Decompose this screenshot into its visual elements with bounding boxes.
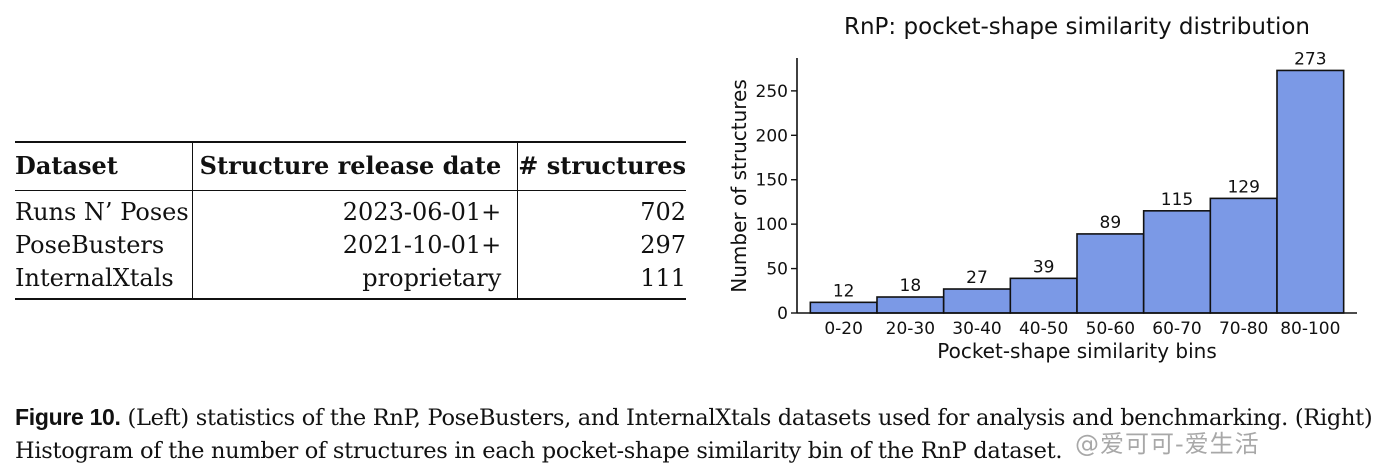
bar <box>876 296 945 314</box>
cell-structures: 702 <box>517 191 686 228</box>
cell-release-date: proprietary <box>192 261 518 299</box>
axes-layer: 0-20 20-30 30-40 40-50 50-60 60-70 70-80 80-100… <box>756 58 1357 339</box>
y-tick-label: 200 <box>756 126 788 146</box>
bar-value-label: 115 <box>1161 190 1193 210</box>
bar-value-label: 129 <box>1227 177 1259 197</box>
header-release-date: Structure release date <box>192 143 518 191</box>
table-header-row: Dataset Structure release date # structu… <box>15 143 686 191</box>
cell-release-date: 2023-06-01+ <box>192 191 518 228</box>
y-tick-label: 100 <box>756 215 788 235</box>
bar-value-label: 89 <box>1100 213 1122 233</box>
x-axis-label: Pocket-shape similarity bins <box>937 339 1217 363</box>
bar-value-label: 273 <box>1294 49 1326 69</box>
x-tick-label: 60-70 <box>1152 319 1201 339</box>
bar <box>1142 210 1212 314</box>
x-tick-label: 40-50 <box>1019 319 1068 339</box>
cell-release-date: 2021-10-01+ <box>192 228 518 261</box>
x-tick-label: 50-60 <box>1086 319 1135 339</box>
bar-value-label: 18 <box>900 276 922 296</box>
y-tick-label: 0 <box>777 304 788 324</box>
y-tick-label: 250 <box>756 82 788 102</box>
similarity-histogram: RnP: pocket-shape similarity distributio… <box>727 14 1357 363</box>
bar <box>942 288 1012 314</box>
x-tick-label: 30-40 <box>952 319 1001 339</box>
table-row: PoseBusters 2021-10-01+ 297 <box>15 228 686 261</box>
cell-structures: 111 <box>517 261 686 299</box>
y-tick-label: 50 <box>766 260 788 280</box>
cell-dataset: InternalXtals <box>15 263 174 292</box>
table-row: Runs N’ Poses 2023-06-01+ 702 <box>15 191 686 228</box>
bar <box>1276 69 1345 314</box>
chart-title: RnP: pocket-shape similarity distributio… <box>844 14 1310 40</box>
bar <box>1076 233 1145 314</box>
figure-caption: Figure 10. (Left) statistics of the RnP,… <box>15 401 1385 468</box>
x-tick-label: 20-30 <box>886 319 935 339</box>
cell-dataset: PoseBusters <box>15 230 165 259</box>
bar-value-label: 27 <box>966 268 988 288</box>
bars-layer: 12 18 27 39 89 115 129 273 <box>809 49 1345 314</box>
header-structures: # structures <box>517 143 686 191</box>
dataset-statistics-table: Dataset Structure release date # structu… <box>15 141 686 301</box>
bar <box>809 301 878 314</box>
y-tick-label: 150 <box>756 171 788 191</box>
bar-value-label: 39 <box>1033 257 1055 277</box>
bar-value-label: 12 <box>833 281 855 301</box>
bar <box>1209 197 1278 314</box>
y-axis-label: Number of structures <box>727 79 751 293</box>
figure-label: Figure 10. <box>15 404 121 430</box>
table-mid-rule <box>15 190 686 191</box>
x-tick-label: 0-20 <box>824 319 863 339</box>
table-bottom-rule <box>15 298 686 301</box>
table-row: InternalXtals proprietary 111 <box>15 261 686 299</box>
caption-text: (Left) statistics of the RnP, PoseBuster… <box>15 405 1373 464</box>
bar <box>1009 277 1078 314</box>
x-tick-label: 80-100 <box>1280 319 1340 339</box>
cell-dataset: Runs N’ Poses <box>15 197 189 226</box>
header-dataset: Dataset <box>15 151 118 180</box>
cell-structures: 297 <box>517 228 686 261</box>
watermark: @爱可可-爱生活 <box>1075 430 1260 458</box>
stats-table: Dataset Structure release date # structu… <box>15 141 686 301</box>
x-tick-label: 70-80 <box>1219 319 1268 339</box>
